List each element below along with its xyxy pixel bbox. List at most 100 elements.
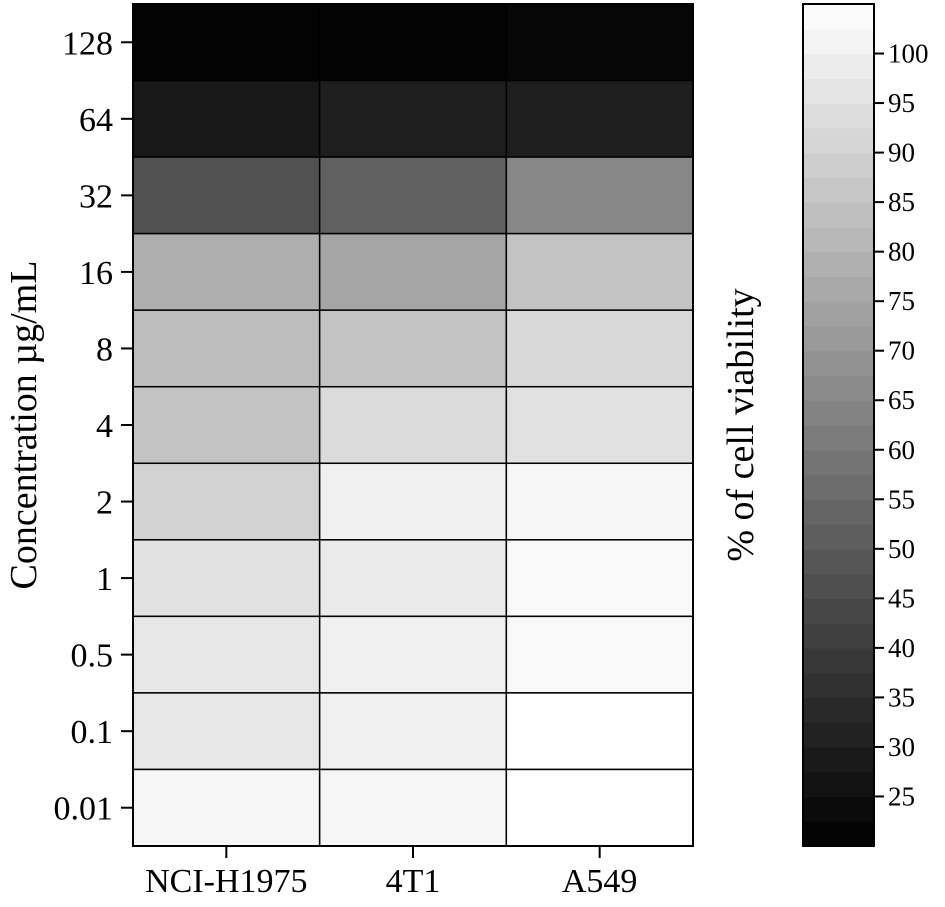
heatmap-cell xyxy=(132,309,321,388)
heatmap-cell xyxy=(318,539,508,618)
heatmap-cell xyxy=(505,615,694,694)
y-tick-label: 0.01 xyxy=(54,791,114,828)
heatmap-cell xyxy=(505,539,694,618)
heatmap-cell xyxy=(132,156,321,235)
colorbar-tick-label: 90 xyxy=(888,138,915,168)
colorbar-tick-label: 70 xyxy=(888,336,915,366)
heatmap-cell xyxy=(132,79,321,158)
colorbar-segment xyxy=(803,400,874,426)
heatmap-cell xyxy=(318,3,508,82)
x-tick-label: NCI-H1975 xyxy=(145,863,307,900)
axes: 128 64 32 16 8 4 2 1 0.5 0.1 0.01 NCI-H1975 4T1 A549 xyxy=(54,25,638,900)
heatmap-cell xyxy=(318,615,508,694)
heatmap-cell xyxy=(505,692,694,771)
colorbar-segment xyxy=(803,53,874,79)
colorbar-label: % of cell viability xyxy=(720,288,762,561)
colorbar-tick-label: 50 xyxy=(888,534,915,564)
colorbar-segment xyxy=(803,350,874,377)
colorbar-tick-label: 80 xyxy=(888,237,915,267)
heatmap-cell xyxy=(132,615,321,694)
colorbar-segment xyxy=(803,746,874,773)
colorbar-tick-label: 60 xyxy=(888,435,915,465)
y-tick-label: 64 xyxy=(79,102,113,139)
heatmap-cell xyxy=(505,768,694,847)
heatmap-cell xyxy=(318,232,508,311)
colorbar-tick-label: 55 xyxy=(888,484,915,514)
heatmap-cell xyxy=(318,79,508,158)
colorbar-segment xyxy=(803,548,874,575)
colorbar-tick-label: 65 xyxy=(888,385,915,415)
heatmap-cell xyxy=(132,385,321,465)
x-tick-label: A549 xyxy=(562,863,638,900)
colorbar-segment xyxy=(803,672,874,699)
colorbar-tick-label: 25 xyxy=(888,781,915,811)
colorbar-segment xyxy=(803,796,874,822)
heatmap-cell xyxy=(318,462,508,541)
heatmap-cell xyxy=(132,3,321,82)
colorbar-segment xyxy=(803,127,874,154)
colorbar-segment xyxy=(803,103,874,129)
heatmap-cell xyxy=(505,385,694,465)
colorbar-segment xyxy=(803,573,874,599)
colorbar-tick-label: 85 xyxy=(888,187,915,217)
colorbar-segment xyxy=(803,499,874,525)
y-tick-label: 1 xyxy=(96,561,113,598)
y-tick-label: 4 xyxy=(96,408,113,445)
colorbar-segment xyxy=(803,301,874,327)
heatmap-cell xyxy=(505,156,694,235)
heatmap-cell xyxy=(505,462,694,541)
heatmap-cell xyxy=(132,539,321,618)
heatmap-cell xyxy=(318,156,508,235)
colorbar-segment xyxy=(803,425,874,451)
colorbar-segment xyxy=(803,524,874,550)
colorbar-segment xyxy=(803,152,874,178)
colorbar-segment xyxy=(803,722,874,748)
colorbar: 25 30 35 40 45 50 55 60 65 70 75 80 85 90 95 100 xyxy=(802,3,929,847)
colorbar-segment xyxy=(803,771,874,798)
heatmap-cell xyxy=(318,692,508,771)
colorbar-frame xyxy=(802,3,875,847)
colorbar-tick-label: 40 xyxy=(888,633,915,663)
colorbar-segment xyxy=(803,449,874,476)
heatmap-cell xyxy=(318,385,508,465)
colorbar-segment xyxy=(803,251,874,278)
y-tick-label: 0.1 xyxy=(71,714,114,751)
heatmap-cell xyxy=(505,309,694,388)
heatmap-cell xyxy=(505,3,694,82)
heatmap-cell xyxy=(318,768,508,847)
colorbar-segment xyxy=(803,598,874,624)
colorbar-segment xyxy=(803,202,874,228)
heatmap-cell xyxy=(505,232,694,311)
colorbar-tick-label: 95 xyxy=(888,88,915,118)
colorbar-segment xyxy=(803,647,874,674)
colorbar-segment xyxy=(803,177,874,203)
y-tick-label: 2 xyxy=(96,485,113,522)
colorbar-tick-label: 75 xyxy=(888,286,915,316)
colorbar-segment xyxy=(803,4,874,30)
colorbar-segment xyxy=(803,474,874,500)
colorbar-segment xyxy=(803,78,874,104)
colorbar-tick-label: 35 xyxy=(888,682,915,712)
x-tick-label: 4T1 xyxy=(386,863,441,900)
y-tick-label: 32 xyxy=(79,178,113,215)
heatmap-cell xyxy=(132,768,321,847)
heatmap-cell xyxy=(318,309,508,388)
colorbar-segment xyxy=(803,821,874,847)
colorbar-tick-label: 45 xyxy=(888,583,915,613)
y-tick-label: 0.5 xyxy=(71,638,114,675)
heatmap-cell xyxy=(132,232,321,311)
y-tick-label: 8 xyxy=(96,331,113,368)
colorbar-segment xyxy=(803,28,874,55)
colorbar-segment xyxy=(803,226,874,253)
colorbar-segment xyxy=(803,623,874,649)
colorbar-tick-label: 30 xyxy=(888,732,915,762)
y-tick-label: 128 xyxy=(62,25,113,62)
colorbar-segment xyxy=(803,276,874,302)
y-tick-label: 16 xyxy=(79,255,113,292)
y-axis-label: Concentration µg/mL xyxy=(3,261,45,590)
heatmap-cells xyxy=(132,3,694,847)
colorbar-segment xyxy=(803,325,874,352)
heatmap-cell xyxy=(132,462,321,541)
colorbar-segment xyxy=(803,697,874,723)
